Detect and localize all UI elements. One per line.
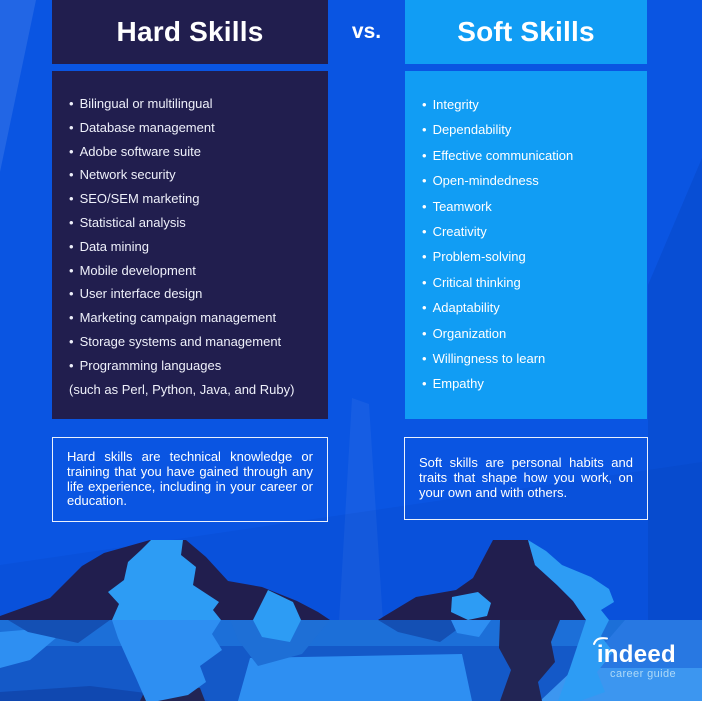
- brand-text: indeed: [596, 641, 676, 668]
- hard-skill-item: • Bilingual or multilingual: [69, 92, 314, 116]
- soft-skill-item: • Effective communication: [422, 143, 633, 168]
- skill-label: Creativity: [432, 224, 487, 240]
- bullet-icon: •: [69, 238, 74, 254]
- soft-skill-item: • Creativity: [422, 219, 633, 244]
- hard-skills-list: • Bilingual or multilingual • Database man…: [69, 92, 314, 378]
- bullet-icon: •: [69, 286, 74, 302]
- bullet-icon: •: [69, 310, 74, 326]
- bullet-icon: •: [422, 376, 427, 392]
- skill-label: Storage systems and management: [79, 333, 282, 349]
- skill-label: Willingness to learn: [432, 351, 546, 367]
- skill-label: Database management: [79, 119, 215, 135]
- bullet-icon: •: [422, 224, 427, 240]
- soft-skills-title: Soft Skills: [405, 0, 647, 64]
- hard-skill-item: • Database management: [69, 116, 314, 140]
- soft-skill-item: • Dependability: [422, 117, 633, 142]
- skill-label: Mobile development: [79, 262, 196, 278]
- hard-skill-item: • Storage systems and management: [69, 330, 314, 354]
- hard-skill-item: • Data mining: [69, 235, 314, 259]
- hard-skill-item: • Statistical analysis: [69, 211, 314, 235]
- soft-skill-item: • Problem-solving: [422, 244, 633, 269]
- bullet-icon: •: [422, 122, 427, 138]
- soft-skill-item: • Critical thinking: [422, 270, 633, 295]
- bullet-icon: •: [422, 300, 427, 316]
- bullet-icon: •: [69, 333, 74, 349]
- bullet-icon: •: [422, 97, 427, 112]
- indeed-wordmark: indeed: [592, 637, 676, 668]
- hard-skill-item: • Mobile development: [69, 259, 314, 283]
- hard-skill-item: • User interface design: [69, 282, 314, 306]
- hard-skills-description: Hard skills are technical knowledge or t…: [67, 449, 313, 509]
- vs-label: vs.: [351, 20, 382, 43]
- skill-label: Statistical analysis: [79, 214, 186, 230]
- skill-label: Organization: [432, 325, 507, 341]
- skill-label: Network security: [79, 167, 176, 183]
- indeed-swoosh-icon: [592, 637, 608, 645]
- skill-label: Marketing campaign management: [79, 310, 277, 326]
- soft-skill-item: • Adaptability: [422, 295, 633, 320]
- hard-skills-description-box: Hard skills are technical knowledge or t…: [52, 437, 328, 522]
- hard-skill-item: • Programming languages: [69, 354, 314, 378]
- soft-skills-description: Soft skills are personal habits and trai…: [419, 455, 633, 500]
- soft-skills-panel: • Integrity • Dependability • Effective com…: [405, 71, 647, 419]
- bullet-icon: •: [69, 143, 74, 159]
- bullet-icon: •: [69, 214, 74, 230]
- hard-skills-panel: • Bilingual or multilingual • Database man…: [52, 71, 328, 419]
- soft-skill-item: • Empathy: [422, 371, 633, 396]
- skill-label: Programming languages: [79, 357, 222, 373]
- skill-label: Dependability: [432, 122, 512, 138]
- soft-skill-item: • Teamwork: [422, 194, 633, 219]
- bullet-icon: •: [422, 351, 427, 367]
- hard-skills-note: (such as Perl, Python, Java, and Ruby): [69, 381, 295, 397]
- bullet-icon: •: [422, 325, 427, 341]
- brand-tagline: career guide: [610, 668, 676, 681]
- iceberg-illustration: [0, 540, 702, 701]
- hard-skill-item: • SEO/SEM marketing: [69, 187, 314, 211]
- skill-label: Open-mindedness: [432, 173, 539, 189]
- hard-skill-item: • Marketing campaign management: [69, 306, 314, 330]
- bullet-icon: •: [422, 274, 427, 290]
- bullet-icon: •: [422, 198, 427, 214]
- skill-label: Bilingual or multilingual: [79, 96, 213, 111]
- hard-skill-item: • Network security: [69, 163, 314, 187]
- soft-skill-item: • Organization: [422, 321, 633, 346]
- skill-label: Integrity: [432, 97, 479, 112]
- skill-label: Data mining: [79, 238, 149, 254]
- skill-label: Empathy: [432, 376, 484, 392]
- bullet-icon: •: [69, 262, 74, 278]
- bullet-icon: •: [69, 191, 74, 207]
- skill-label: SEO/SEM marketing: [79, 191, 200, 207]
- bullet-icon: •: [422, 249, 427, 265]
- bullet-icon: •: [69, 167, 74, 183]
- skill-label: Teamwork: [432, 198, 492, 214]
- skill-label: Adobe software suite: [79, 143, 201, 159]
- skill-label: Problem-solving: [432, 249, 526, 265]
- soft-skill-item: • Open-mindedness: [422, 168, 633, 193]
- bullet-icon: •: [422, 173, 427, 189]
- skill-label: User interface design: [79, 286, 203, 302]
- hard-skills-title: Hard Skills: [52, 0, 328, 64]
- skill-label: Critical thinking: [432, 274, 521, 290]
- bullet-icon: •: [69, 119, 74, 135]
- bullet-icon: •: [69, 357, 74, 373]
- skill-label: Effective communication: [432, 147, 574, 163]
- soft-skills-description-box: Soft skills are personal habits and trai…: [404, 437, 648, 520]
- hard-skill-item: • Adobe software suite: [69, 140, 314, 164]
- bullet-icon: •: [69, 96, 74, 111]
- soft-skill-item: • Willingness to learn: [422, 346, 633, 371]
- soft-skills-list: • Integrity • Dependability • Effective com…: [422, 92, 633, 397]
- skill-label: Adaptability: [432, 300, 500, 316]
- indeed-logo: indeed career guide: [592, 637, 676, 681]
- soft-skill-item: • Integrity: [422, 92, 633, 117]
- bullet-icon: •: [422, 147, 427, 163]
